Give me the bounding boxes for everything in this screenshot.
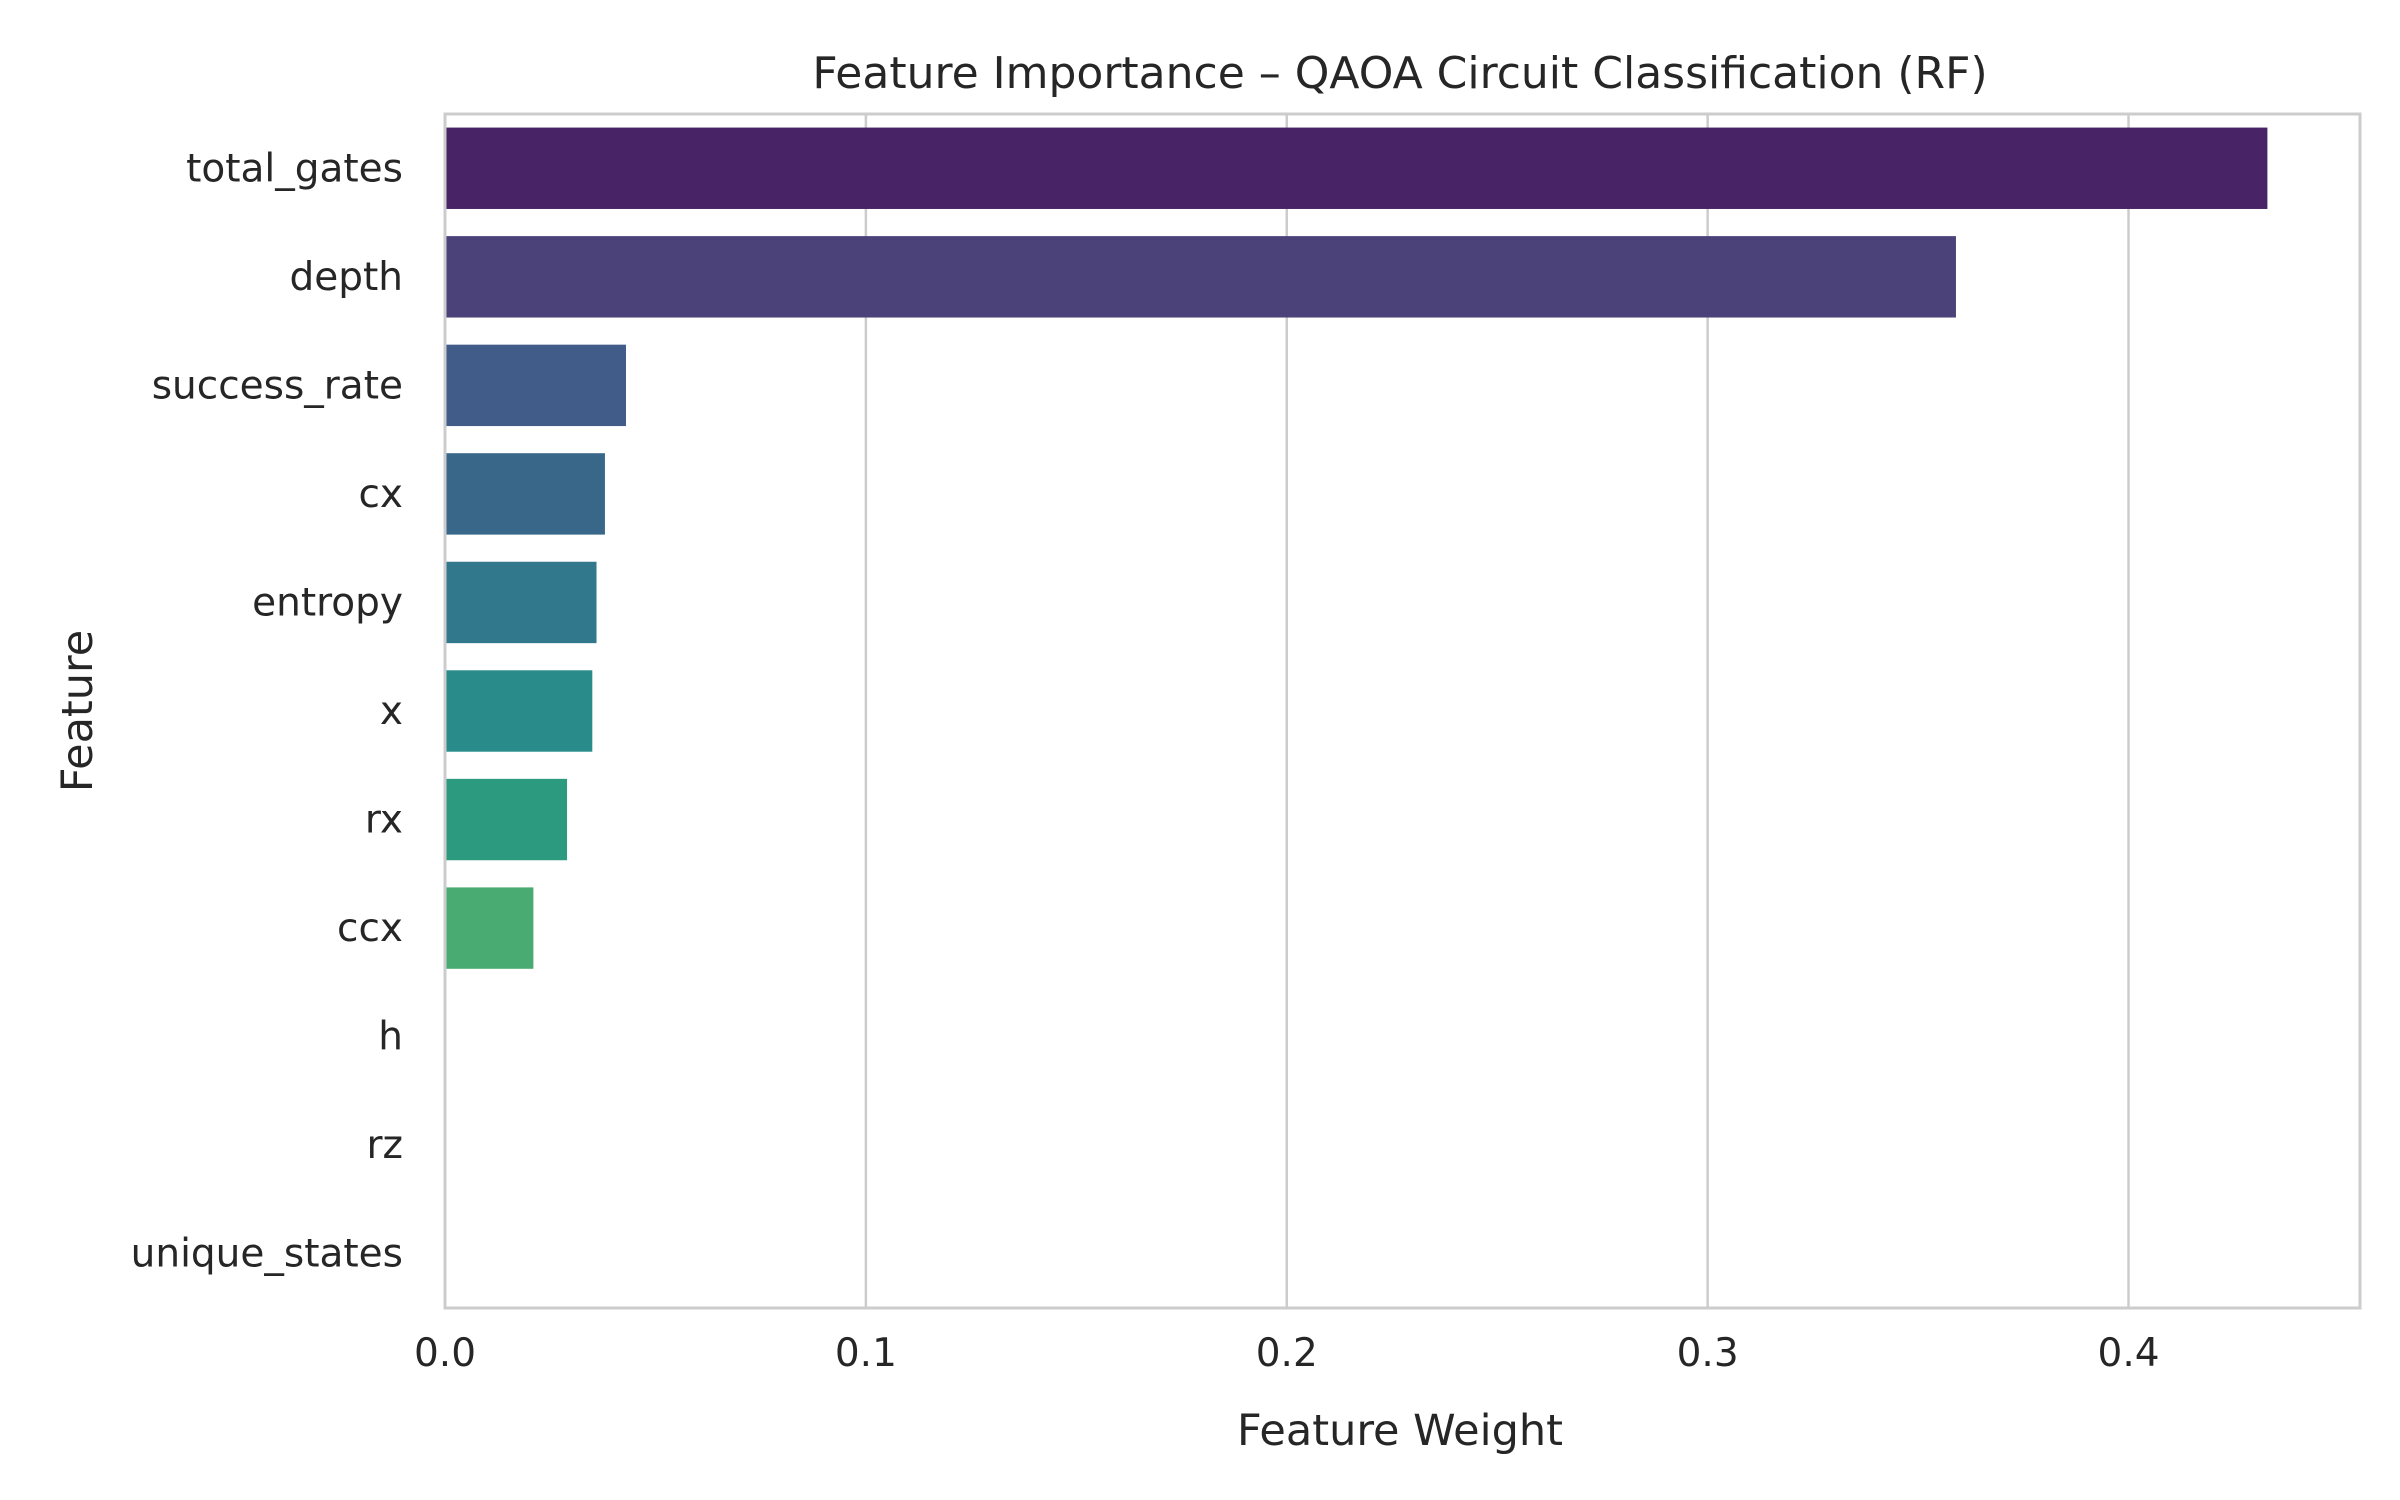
- bar-depth: [445, 236, 1956, 318]
- x-tick-label: 0.4: [2098, 1331, 2160, 1376]
- x-tick-label: 0.0: [414, 1331, 476, 1376]
- bar-entropy: [445, 561, 597, 644]
- plot-frame: [443, 112, 2362, 1310]
- y-tick-label: entropy: [252, 580, 403, 625]
- x-tick-label: 0.3: [1677, 1331, 1739, 1376]
- bar-ccx: [445, 887, 534, 969]
- bar-success-rate: [445, 344, 626, 427]
- y-tick-label: x: [380, 689, 403, 734]
- bar-total-gates: [445, 127, 2268, 209]
- y-tick-label: rz: [366, 1123, 403, 1168]
- x-axis-label: Feature Weight: [1237, 1406, 1563, 1456]
- x-tick-label: 0.2: [1256, 1331, 1318, 1376]
- bars: [445, 127, 2268, 969]
- bar-x: [445, 670, 593, 752]
- y-tick-label: h: [378, 1015, 403, 1060]
- bar-rx: [445, 778, 568, 861]
- y-tick-label: cx: [358, 472, 403, 517]
- y-tick-label: ccx: [337, 906, 403, 951]
- bar-cx: [445, 453, 605, 535]
- y-tick-label: total_gates: [186, 146, 403, 191]
- y-tick-label: unique_states: [131, 1232, 403, 1277]
- y-tick-label: success_rate: [152, 363, 403, 408]
- y-axis-label: Feature: [53, 630, 103, 793]
- x-tick-labels: 0.0 0.1 0.2 0.3 0.4: [414, 1331, 2160, 1376]
- chart-title: Feature Importance – QAOA Circuit Classi…: [812, 48, 1987, 99]
- y-tick-label: depth: [289, 255, 403, 300]
- y-tick-label: rx: [365, 798, 403, 843]
- x-tick-label: 0.1: [835, 1331, 897, 1376]
